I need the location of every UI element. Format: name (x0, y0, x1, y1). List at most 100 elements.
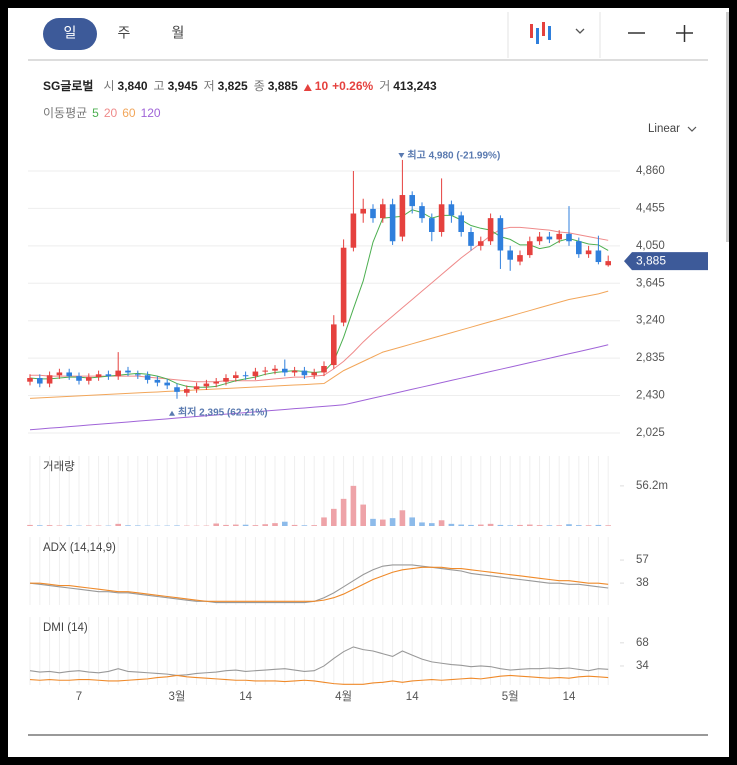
candle-body (331, 324, 337, 366)
candle-body (497, 218, 504, 251)
candle-body (282, 368, 288, 373)
x-tick-label: 7 (76, 691, 82, 703)
last-price: 3,885 (636, 253, 666, 267)
zoom-in[interactable] (676, 25, 693, 42)
field-value: 3,825 (218, 79, 248, 93)
volume-bar (321, 517, 327, 526)
x-tick-label: 14 (239, 691, 252, 703)
candle-body (419, 206, 425, 219)
moving-average (29, 344, 609, 431)
candle-body (576, 241, 582, 255)
tab[interactable]: 월 (172, 25, 185, 41)
candle-body (566, 233, 572, 242)
x-tick-label: 5월 (502, 690, 519, 703)
candle-body (389, 204, 396, 242)
volume-bar (399, 510, 406, 526)
field-value: 3,945 (168, 79, 198, 93)
candle-body (556, 233, 562, 240)
volume-bar (301, 525, 308, 526)
scale-menu[interactable]: Linear (648, 123, 697, 135)
chart-type-button[interactable] (530, 22, 585, 44)
volume-bar (213, 523, 219, 526)
volume-bar (370, 518, 376, 526)
volume-bar (409, 517, 415, 526)
volume-bar (27, 524, 33, 526)
candle-body (115, 370, 121, 377)
tab[interactable]: 일 (64, 25, 77, 41)
y-tick-label: 4,860 (636, 165, 665, 177)
marker (169, 410, 175, 416)
volume-bar (585, 525, 592, 526)
candle-body (536, 236, 543, 242)
y-tick-label: 4,050 (636, 240, 665, 252)
candle-body (144, 375, 151, 380)
x-tick-label: 14 (563, 691, 576, 703)
field-label: 거 (379, 79, 390, 93)
candle-body (487, 218, 494, 242)
candle-body (409, 195, 415, 207)
volume-bar (389, 518, 396, 526)
candle-body (546, 236, 553, 240)
panel-title: ADX (14,14,9) (43, 542, 116, 554)
field-label: 시 (103, 79, 114, 93)
candle-body (125, 370, 131, 373)
y-tick-label: 2,025 (636, 427, 665, 439)
candle-body (86, 377, 92, 381)
candle-body (585, 250, 592, 255)
volume-bar (340, 498, 347, 526)
legend-item: 120 (141, 106, 161, 120)
low-annotation: 최저 2,395 (62.21%) (178, 405, 268, 418)
high-annotation: 최고 4,980 (-21.99%) (407, 149, 500, 162)
candle-body (438, 204, 445, 232)
volume-bar (556, 525, 562, 526)
candle-body (350, 213, 357, 248)
stock-name: SG글로벌 (43, 78, 93, 93)
candle-body (272, 368, 278, 371)
volume-bar (605, 525, 611, 526)
candle-body (468, 231, 474, 246)
candle-body (380, 204, 386, 219)
scale-label[interactable]: Linear (648, 123, 680, 135)
volume-bar (429, 523, 435, 526)
volume-bar (478, 524, 484, 526)
candle-body (399, 195, 406, 237)
volume-bar (252, 525, 259, 526)
volume-bar (115, 523, 121, 526)
x-tick-label: 3월 (169, 690, 186, 703)
volume-bar (360, 504, 366, 526)
candle-body (233, 375, 239, 379)
candle-body (291, 370, 298, 373)
candle-body (605, 261, 611, 266)
candle-body (429, 218, 435, 232)
candle-body (164, 382, 170, 386)
volume-bar (566, 524, 572, 526)
moving-average (29, 209, 609, 388)
y-tick-label: 2,430 (636, 390, 665, 402)
indicator-line (29, 646, 609, 677)
volume-bar (272, 523, 278, 526)
field-value: 3,885 (268, 79, 298, 93)
volume-bar (311, 525, 317, 526)
marker (398, 153, 405, 158)
panel-title: 거래량 (43, 460, 75, 473)
change-percent: +0.26% (332, 79, 373, 93)
volume-bar (242, 524, 249, 526)
candle-body (517, 255, 523, 262)
candle-body (203, 383, 210, 387)
candle-body (37, 378, 43, 384)
tab[interactable]: 주 (118, 25, 131, 41)
candle-body (311, 372, 317, 376)
up-arrow (303, 84, 312, 91)
volume-bar (291, 524, 298, 526)
volume-bar (331, 508, 337, 526)
candle-body (262, 370, 268, 372)
candle-body (56, 372, 63, 376)
moving-average (30, 226, 609, 383)
candle-body (223, 378, 229, 382)
legend-item: 20 (104, 106, 118, 120)
candle-body (595, 250, 602, 263)
field-value: 413,243 (393, 79, 437, 93)
tab-active[interactable] (43, 18, 97, 50)
